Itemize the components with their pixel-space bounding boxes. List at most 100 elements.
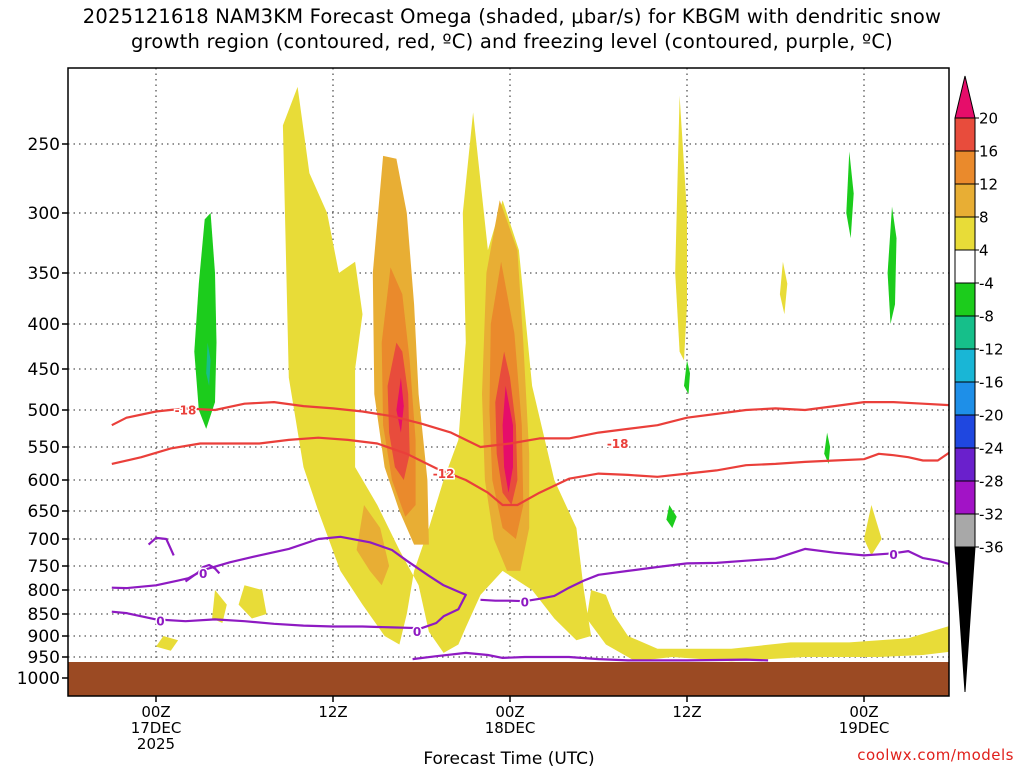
colorbar-segment [954,282,976,317]
freezing-level-line [111,535,467,630]
omega-region [586,590,949,662]
y-tick-label: 350 [28,264,60,284]
y-tick-label: 800 [28,581,60,601]
contour-labels: -18 -18 -12 0 0 0 0 0 [155,402,899,641]
ground-terrain [68,662,949,696]
y-axis: 2503003504004505005506006507007508008509… [17,135,68,689]
omega-region [779,261,788,315]
freezing-level-label: 0 [889,548,897,562]
y-tick-label: 900 [28,627,60,647]
freezing-level-label: 0 [413,625,421,639]
omega-region [666,505,677,528]
x-tick-label: 18DEC [485,719,536,737]
red-contour-line [111,401,949,449]
x-tick-label: 00Z [495,703,524,721]
omega-region [981,623,997,647]
omega-region [824,432,831,464]
omega-region [846,151,854,239]
omega-region [212,590,227,623]
omega-region [356,505,390,586]
red-contour-line [111,436,949,507]
omega-region [156,636,179,651]
freezing-level-line [111,563,221,590]
chart-title-line1: 2025121618 NAM3KM Forecast Omega (shaded… [82,5,942,28]
colorbar-segment [954,348,976,383]
omega-region [864,505,882,556]
colorbar: 20 16 12 8 4 -4 -8 -12 -16 -20 -24 -28 -32 -36 [954,75,1004,693]
x-tick-label: 19DEC [839,719,890,737]
colorbar-label: -20 [979,407,1004,425]
colorbar-label: 16 [979,143,998,161]
y-tick-label: 400 [28,315,60,335]
colorbar-label: -4 [979,275,994,293]
y-tick-label: 750 [28,557,60,577]
colorbar-segment [954,249,976,284]
freezing-level-label: 0 [521,596,529,610]
y-tick-label: 300 [28,204,60,224]
freezing-level-label: 0 [199,567,207,581]
omega-region [206,342,211,386]
omega-region [887,206,897,324]
colorbar-segment [954,117,976,152]
x-tick-label: 17DEC [131,719,182,737]
colorbar-label: -12 [979,341,1004,359]
colorbar-segment [954,381,976,416]
y-tick-label: 250 [28,135,60,155]
freezing-level-contours [111,535,949,662]
colorbar-label: -36 [979,539,1004,557]
freezing-level-line [480,547,949,603]
y-tick-label: 650 [28,502,60,522]
colorbar-segment [954,216,976,251]
colorbar-arrow-bottom [954,546,976,693]
chart-title-line2: growth region (contoured, red, ºC) and f… [131,30,893,53]
x-tick-label: 2025 [137,735,175,753]
omega-region [502,385,513,493]
colorbar-label: -24 [979,440,1004,458]
y-tick-label: 700 [28,530,60,550]
colorbar-label: -16 [979,374,1004,392]
colorbar-segment [954,447,976,482]
y-tick-label: 600 [28,471,60,491]
omega-region [684,360,690,395]
dendritic-contours [111,401,949,507]
colorbar-label: -32 [979,506,1004,524]
colorbar-segment [954,183,976,218]
y-tick-label: 1000 [17,669,60,689]
colorbar-segment [954,315,976,350]
y-tick-label: 950 [28,648,60,668]
x-tick-label: 12Z [318,703,347,721]
x-tick-label: 00Z [849,703,878,721]
freezing-level-line [412,651,769,662]
credit-link[interactable]: coolwx.com/models [857,746,1014,764]
freezing-level-line [147,536,175,556]
colorbar-segment [954,414,976,449]
y-tick-label: 550 [28,438,60,458]
colorbar-label: 12 [979,176,998,194]
omega-region [194,213,217,429]
y-tick-label: 500 [28,401,60,421]
red-contour-label: -18 [175,404,197,418]
colorbar-label: 20 [979,110,998,128]
colorbar-segment [954,150,976,185]
colorbar-label: 8 [979,209,989,227]
colorbar-label: -8 [979,308,994,326]
colorbar-label: -28 [979,473,1004,491]
y-tick-label: 850 [28,605,60,625]
omega-region [238,585,267,619]
y-tick-label: 450 [28,360,60,380]
plot-frame [67,67,950,697]
red-contour-label: -18 [607,437,629,451]
omega-region [675,95,687,361]
colorbar-segment [954,480,976,515]
colorbar-segment [954,513,976,548]
colorbar-label: 4 [979,242,989,260]
red-contour-label: -12 [433,467,455,481]
x-tick-label: 00Z [141,703,170,721]
freezing-level-label: 0 [156,615,164,629]
x-tick-label: 12Z [672,703,701,721]
colorbar-arrow-top [954,75,976,119]
chart-title: 2025121618 NAM3KM Forecast Omega (shaded… [0,4,1024,54]
x-axis-label: Forecast Time (UTC) [423,749,594,768]
